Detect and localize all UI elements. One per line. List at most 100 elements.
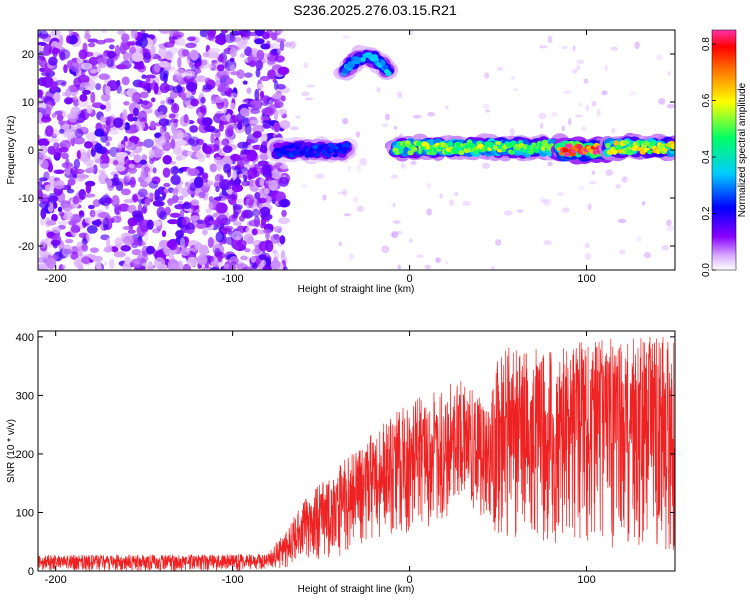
noise-blob — [73, 158, 81, 169]
noise-blob — [247, 144, 253, 150]
noise-blob — [79, 81, 91, 88]
snr-frame — [37, 330, 676, 572]
noise-blob — [158, 46, 167, 58]
signal-blob — [385, 71, 392, 77]
noise-blob — [115, 64, 128, 70]
noise-blob — [68, 219, 77, 226]
faint-blob — [306, 84, 315, 88]
noise-blob — [38, 158, 43, 166]
noise-blob — [220, 30, 229, 34]
faint-blob — [397, 264, 401, 270]
noise-blob — [207, 30, 215, 42]
noise-blob — [124, 256, 132, 265]
spectrogram-y-ticks: -20 -10 0 10 20 — [18, 49, 675, 253]
noise-blob — [255, 59, 263, 71]
noise-blob — [187, 36, 196, 42]
noise-blob — [146, 192, 155, 200]
noise-blob — [259, 90, 265, 98]
faint-blob — [591, 170, 596, 175]
x-tick-label: 0 — [407, 574, 413, 586]
faint-blob — [349, 253, 354, 260]
spectrogram-x-ticks: -200 -100 0 100 — [45, 30, 596, 285]
noise-blob — [260, 116, 271, 121]
noise-blob — [38, 138, 50, 147]
signal-blob — [417, 148, 423, 155]
noise-blob — [101, 52, 108, 65]
x-tick-label: -100 — [222, 574, 244, 586]
noise-blob — [86, 149, 92, 159]
noise-blob — [88, 166, 95, 172]
noise-blob — [184, 70, 196, 77]
noise-blob — [122, 225, 134, 231]
signal-blob — [335, 143, 343, 148]
noise-blob — [244, 248, 251, 253]
faint-blob — [583, 78, 589, 84]
noise-blob — [162, 167, 171, 178]
faint-blob — [391, 231, 399, 239]
noise-blob — [276, 47, 282, 54]
noise-blob — [257, 83, 264, 89]
faint-blob — [392, 202, 396, 208]
noise-blob — [38, 263, 47, 270]
noise-blob — [100, 93, 111, 102]
noise-blob — [169, 212, 181, 218]
noise-blob — [38, 177, 48, 182]
x-tick-label: 100 — [577, 574, 595, 586]
faint-blob — [342, 117, 349, 125]
faint-blob — [289, 41, 296, 49]
noise-blob — [106, 57, 114, 68]
noise-blob — [38, 188, 43, 200]
noise-blob — [197, 111, 203, 119]
noise-blob — [220, 197, 226, 204]
noise-blob — [89, 69, 98, 74]
faint-blob — [655, 54, 663, 61]
noise-blob — [179, 237, 186, 249]
faint-blob — [510, 76, 516, 80]
noise-blob — [223, 163, 232, 174]
noise-blob — [94, 143, 103, 153]
noise-blob — [57, 220, 69, 226]
faint-blob — [576, 64, 581, 71]
noise-blob — [116, 143, 125, 149]
x-tick-label: 0 — [407, 273, 413, 285]
signal-blob — [473, 149, 480, 154]
noise-blob — [279, 40, 285, 52]
noise-blob — [262, 265, 272, 270]
noise-blob — [40, 217, 45, 226]
noise-blob — [123, 135, 128, 143]
faint-blob — [634, 41, 640, 50]
noise-blob — [246, 139, 255, 144]
faint-blob — [584, 242, 590, 249]
noise-blob — [223, 225, 234, 231]
noise-blob — [64, 239, 74, 244]
signal-blob — [492, 145, 499, 151]
faint-blob — [427, 112, 435, 117]
noise-blob — [83, 193, 96, 198]
noise-blob — [193, 176, 204, 189]
colorbar-ticks: 0.0 0.2 0.4 0.6 0.8 — [701, 37, 716, 277]
colorbar-tick-label: 0.2 — [701, 206, 712, 220]
signal-blob — [447, 141, 454, 147]
faint-blob — [539, 45, 548, 49]
noise-blob — [146, 219, 154, 230]
noise-blob — [231, 183, 244, 193]
noise-blob — [58, 146, 69, 153]
noise-blob — [133, 65, 145, 70]
noise-blob — [164, 50, 174, 61]
noise-blob — [39, 201, 51, 209]
y-tick-label: 20 — [22, 49, 34, 61]
faint-blob — [568, 118, 572, 126]
faint-blob — [604, 64, 608, 72]
noise-blob — [216, 214, 229, 226]
faint-blob — [588, 180, 597, 185]
faint-blob — [392, 220, 401, 224]
faint-blob — [666, 103, 675, 109]
faint-blob — [666, 219, 672, 227]
noise-blob — [184, 229, 195, 234]
noise-blob — [219, 175, 224, 181]
noise-blob — [202, 229, 208, 236]
noise-blob — [70, 251, 79, 260]
noise-blob — [256, 49, 265, 61]
noise-blob — [78, 174, 90, 179]
noise-blob — [237, 121, 243, 131]
